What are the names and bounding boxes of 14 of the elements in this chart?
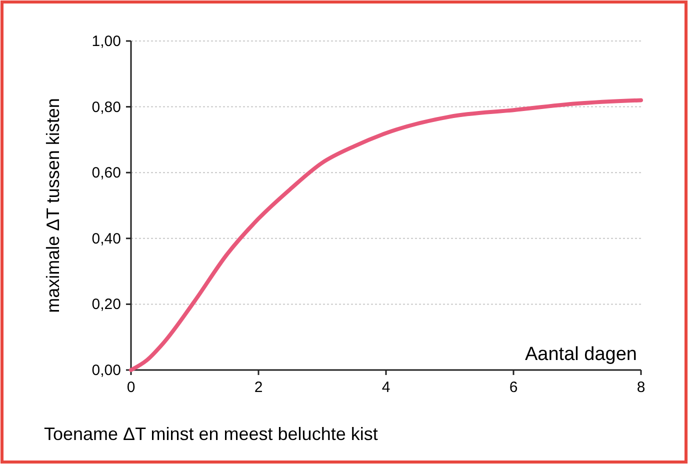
- x-tick-label: 8: [636, 379, 646, 396]
- y-tick-label: 0,20: [92, 296, 121, 314]
- y-tick-label: 0,40: [92, 230, 121, 248]
- x-tick-label: 0: [126, 379, 136, 396]
- y-axis-title: maximale ΔT tussen kisten: [43, 98, 63, 313]
- y-tick-label: 0,00: [92, 362, 121, 379]
- text: Toename ΔT minst en meest beluchte kist: [44, 424, 378, 444]
- x-tick-label: 2: [254, 379, 263, 396]
- x-axis-title: Aantal dagen: [525, 344, 637, 365]
- y-tick-label: 0,80: [92, 98, 121, 116]
- x-tick-label: 6: [509, 379, 518, 396]
- y-tick-label: 0,60: [92, 164, 121, 182]
- x-tick-label: 4: [382, 379, 390, 396]
- y-tick-label: 1,00: [92, 33, 121, 50]
